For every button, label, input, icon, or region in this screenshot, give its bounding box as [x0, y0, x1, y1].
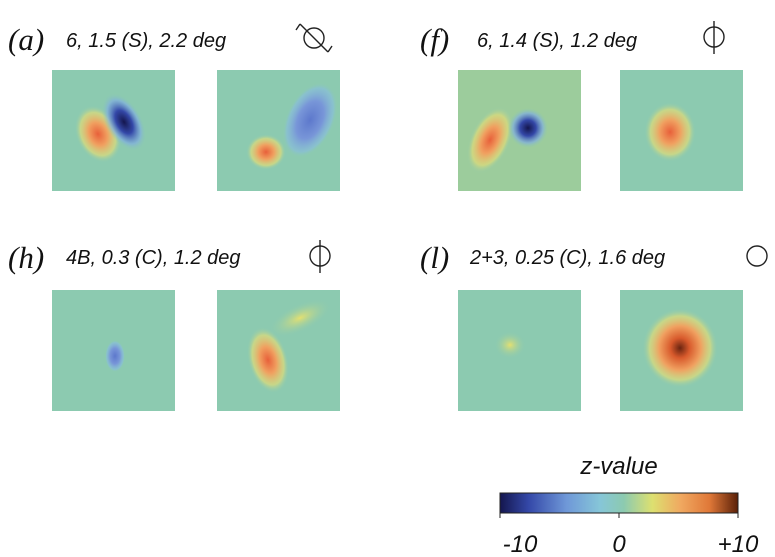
colorbar [499, 492, 739, 514]
heatmap [620, 70, 743, 191]
heatmap [458, 70, 581, 191]
colorbar-title: z-value [579, 453, 657, 480]
colorbar-tick-label: 0 [612, 531, 626, 557]
panel-label: (f) [420, 22, 449, 57]
heatmap [217, 290, 340, 411]
colorbar-ticks: -10 0 +10 [499, 513, 759, 557]
heatmap [52, 70, 175, 191]
panel-label: (a) [8, 22, 44, 57]
orientation-icon [746, 245, 768, 267]
panel-label: (h) [8, 240, 44, 275]
heatmap [52, 290, 175, 411]
panel-description: 2+3, 0.25 (C), 1.6 deg [469, 247, 665, 269]
orientation-icon [295, 23, 333, 53]
panel-label: (l) [420, 240, 449, 275]
colorbar-tick-label: -10 [503, 531, 538, 557]
orientation-icon [703, 21, 725, 54]
heatmap [458, 290, 581, 411]
panel-description: 6, 1.4 (S), 1.2 deg [477, 30, 637, 52]
heatmap [217, 70, 340, 191]
orientation-icon [309, 240, 331, 273]
panel-description: 6, 1.5 (S), 2.2 deg [66, 30, 226, 52]
colorbar-tick-label: +10 [718, 531, 759, 557]
panel-description: 4B, 0.3 (C), 1.2 deg [66, 247, 241, 269]
heatmap [620, 290, 743, 411]
